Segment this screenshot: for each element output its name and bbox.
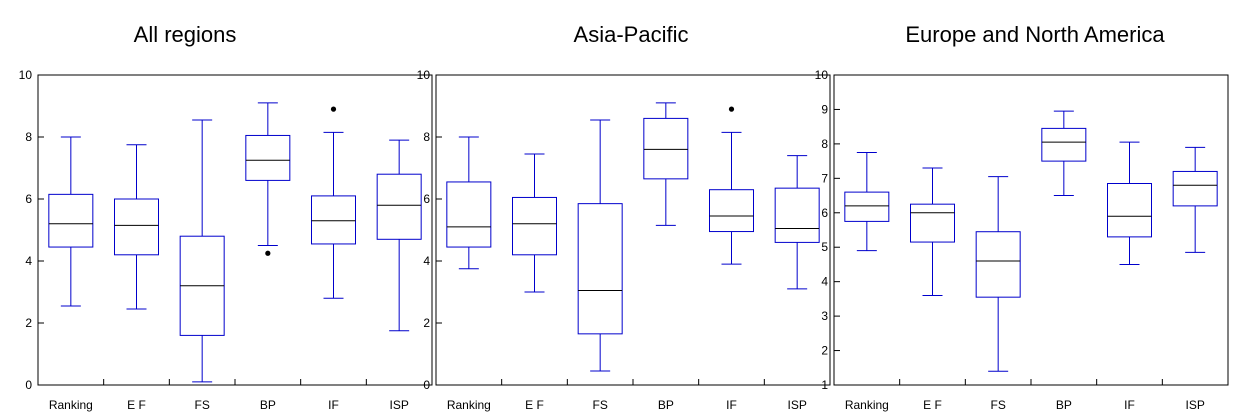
panel-2-box-4 <box>643 117 689 180</box>
panel-3-box-5 <box>1107 183 1152 238</box>
panel-3-y-tick-label: 8 <box>821 137 828 151</box>
panel-3-title: Europe and North America <box>905 22 1165 47</box>
panel-2-category-label: BP <box>658 398 674 412</box>
panel-2-outlier-point <box>728 106 735 112</box>
panel-3-category-label: BP <box>1056 398 1072 412</box>
panel-1-y-tick-label: 4 <box>25 254 32 268</box>
panel-3-category-label: E F <box>923 398 942 412</box>
panel-2-y-tick-label: 6 <box>423 192 430 206</box>
panel-1-box-1 <box>48 193 94 248</box>
panel-2-box-1 <box>446 181 492 248</box>
panel-2-y-tick-label: 10 <box>417 68 431 82</box>
panel-3-y-tick-label: 10 <box>815 68 829 82</box>
panel-3-y-tick-label: 1 <box>821 378 828 392</box>
panel-1-box-5 <box>311 195 356 245</box>
panel-1-box-6 <box>376 173 422 240</box>
panel-1-category-label: BP <box>260 398 276 412</box>
panel-2-category-label: ISP <box>787 398 806 412</box>
panel-1-y-tick-label: 6 <box>25 192 32 206</box>
panel-1-box-4 <box>245 134 291 181</box>
panel-1-category-label: Ranking <box>49 398 93 412</box>
panel-1-category-label: FS <box>194 398 209 412</box>
panel-3-category-label: FS <box>990 398 1005 412</box>
panel-2-category-label: IF <box>726 398 737 412</box>
panel-3-y-tick-label: 6 <box>821 206 828 220</box>
panel-3-y-tick-label: 5 <box>821 240 828 254</box>
panel-3-plot-frame <box>833 74 1229 386</box>
panel-2-box-5 <box>709 189 754 233</box>
panel-1-title: All regions <box>134 22 237 47</box>
panel-2-category-label: Ranking <box>447 398 491 412</box>
panel-2-category-label: FS <box>592 398 607 412</box>
panel-1-category-label: IF <box>328 398 339 412</box>
panel-3-y-tick-label: 9 <box>821 102 828 116</box>
panel-2-title: Asia-Pacific <box>574 22 689 47</box>
panel-2-y-tick-label: 0 <box>423 378 430 392</box>
panel-2-category-label: E F <box>525 398 544 412</box>
panel-2-box-6 <box>774 187 820 243</box>
panel-1-y-tick-label: 10 <box>19 68 33 82</box>
panel-3-y-tick-label: 2 <box>821 344 828 358</box>
panel-3-y-tick-label: 7 <box>821 171 828 185</box>
panel-1-category-label: E F <box>127 398 146 412</box>
panel-1-y-tick-label: 8 <box>25 130 32 144</box>
panel-1-outlier-point <box>330 106 337 112</box>
panel-1-plot-frame <box>37 74 433 386</box>
panel-2-y-tick-label: 4 <box>423 254 430 268</box>
panel-3-y-tick-label: 4 <box>821 275 828 289</box>
panel-2-box-3 <box>577 203 623 335</box>
panel-3-category-label: ISP <box>1185 398 1204 412</box>
panel-2-plot-frame <box>435 74 831 386</box>
panel-1-y-tick-label: 2 <box>25 316 32 330</box>
panel-1-box-2 <box>114 198 159 256</box>
panel-3-category-label: Ranking <box>845 398 889 412</box>
panel-2-y-tick-label: 8 <box>423 130 430 144</box>
panel-1-outlier-point <box>265 250 271 256</box>
panel-3-category-label: IF <box>1124 398 1135 412</box>
panel-3-box-6 <box>1172 170 1218 207</box>
panel-3-box-4 <box>1041 127 1087 162</box>
panel-2-y-tick-label: 2 <box>423 316 430 330</box>
panel-3-y-tick-label: 3 <box>821 309 828 323</box>
panel-3-box-2 <box>910 203 955 243</box>
panel-3-box-3 <box>975 231 1021 298</box>
panel-2-box-2 <box>512 196 557 256</box>
panel-3-box-1 <box>844 191 890 222</box>
panel-1-category-label: ISP <box>389 398 408 412</box>
panel-1-y-tick-label: 0 <box>25 378 32 392</box>
